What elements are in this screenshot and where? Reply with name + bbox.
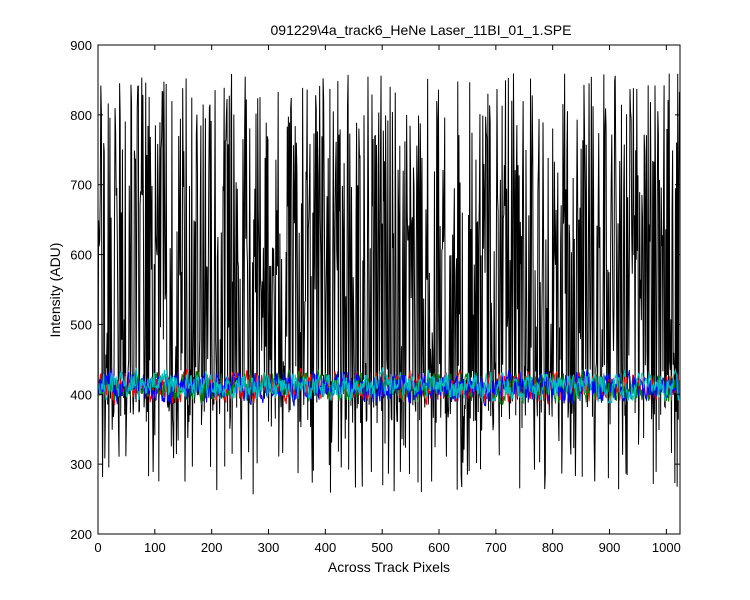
x-tick-label: 500 <box>371 540 393 555</box>
x-tick-label: 300 <box>258 540 280 555</box>
x-axis-title: Across Track Pixels <box>328 559 450 575</box>
x-tick-label: 600 <box>428 540 450 555</box>
series-line-5 <box>97 367 680 405</box>
x-tick-label: 800 <box>542 540 564 555</box>
y-tick-label: 900 <box>70 38 92 53</box>
x-tick-label: 700 <box>485 540 507 555</box>
y-axis-title: Intensity (ADU) <box>47 243 63 338</box>
chart-title: 091229\4a_track6_HeNe Laser_11BI_01_1.SP… <box>271 22 572 38</box>
x-tick-label: 900 <box>599 540 621 555</box>
plot-frame-outline <box>97 44 681 535</box>
plot-area: 0 100 200 300 400 500 600 700 800 900 1000 200 300 4… <box>70 38 681 555</box>
series-layer <box>97 73 680 495</box>
y-tick-label: 700 <box>70 178 92 193</box>
x-tick-label: 200 <box>201 540 223 555</box>
y-axis: 200 300 400 500 600 700 800 900 <box>70 38 680 542</box>
series-line-1 <box>97 73 680 495</box>
x-tick-label: 400 <box>314 540 336 555</box>
y-tick-label: 400 <box>70 387 92 402</box>
y-tick-label: 800 <box>70 108 92 123</box>
y-tick-label: 600 <box>70 248 92 263</box>
x-tick-label: 1000 <box>652 540 681 555</box>
y-tick-label: 200 <box>70 527 92 542</box>
y-tick-label: 300 <box>70 457 92 472</box>
x-axis: 0 100 200 300 400 500 600 700 800 900 1000 <box>94 45 681 555</box>
y-tick-label: 500 <box>70 317 92 332</box>
x-tick-label: 0 <box>94 540 101 555</box>
x-tick-label: 100 <box>144 540 166 555</box>
